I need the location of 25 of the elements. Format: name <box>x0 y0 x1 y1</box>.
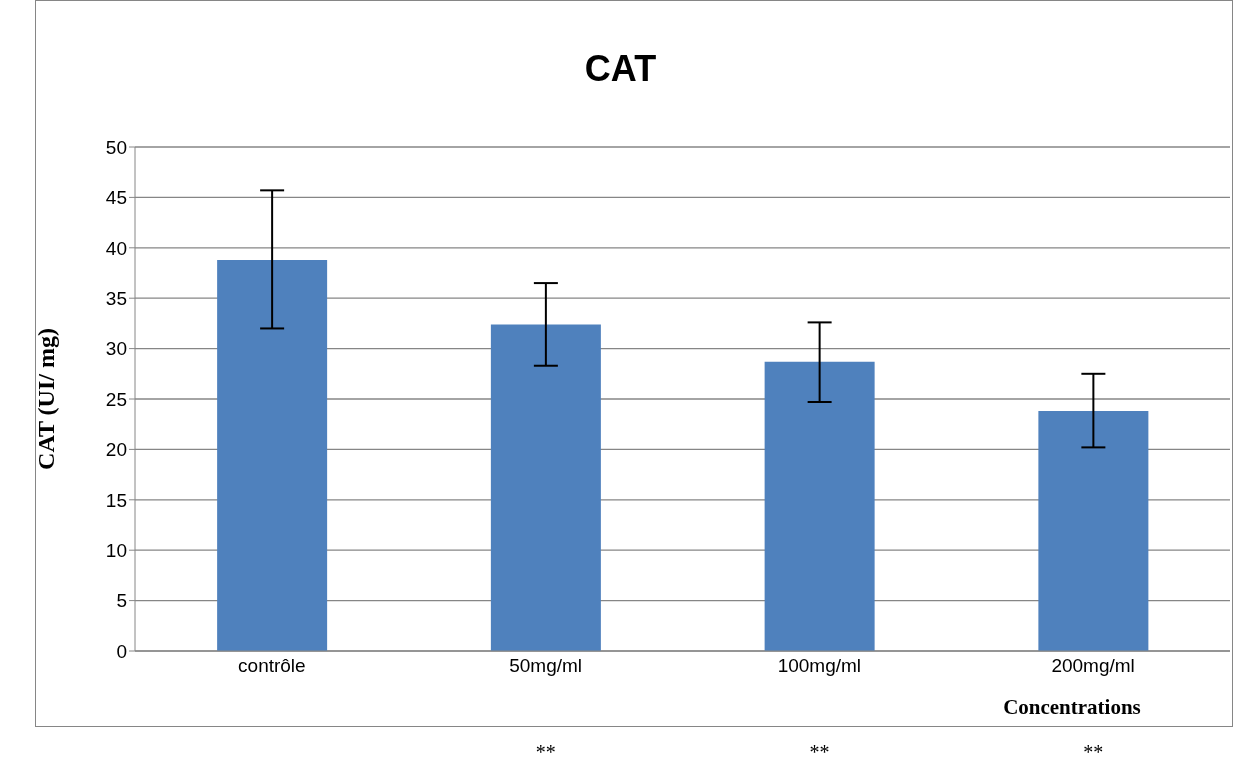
y-tick-label: 35 <box>105 287 127 309</box>
y-tick-label: 40 <box>105 237 127 259</box>
y-tick-label: 50 <box>105 136 127 158</box>
bar <box>217 259 328 651</box>
y-tick-label: 25 <box>105 388 127 410</box>
y-axis-title: CAT (UI/ mg) <box>32 328 59 470</box>
y-tick-label: 30 <box>105 338 127 360</box>
y-tick-label: 20 <box>105 439 127 461</box>
y-tick-label: 10 <box>105 539 127 561</box>
text: ** <box>1082 741 1105 764</box>
text: ** <box>534 741 557 764</box>
y-tick-label: 0 <box>116 640 127 662</box>
text: ** <box>808 741 831 764</box>
chart-title: CAT <box>583 48 658 90</box>
x-tick-label: 200mg/ml <box>1051 655 1135 677</box>
x-axis-title: Concentrations <box>1003 695 1141 720</box>
y-tick-label: 45 <box>105 187 127 209</box>
x-tick-label: 100mg/ml <box>777 655 862 677</box>
bar <box>1038 411 1149 651</box>
y-tick-label: 15 <box>105 489 127 511</box>
x-tick-label: contrôle <box>238 655 306 677</box>
y-tick-label: 5 <box>116 590 127 612</box>
bar <box>764 361 875 651</box>
bar <box>490 324 601 651</box>
x-tick-label: 50mg/ml <box>509 655 583 677</box>
